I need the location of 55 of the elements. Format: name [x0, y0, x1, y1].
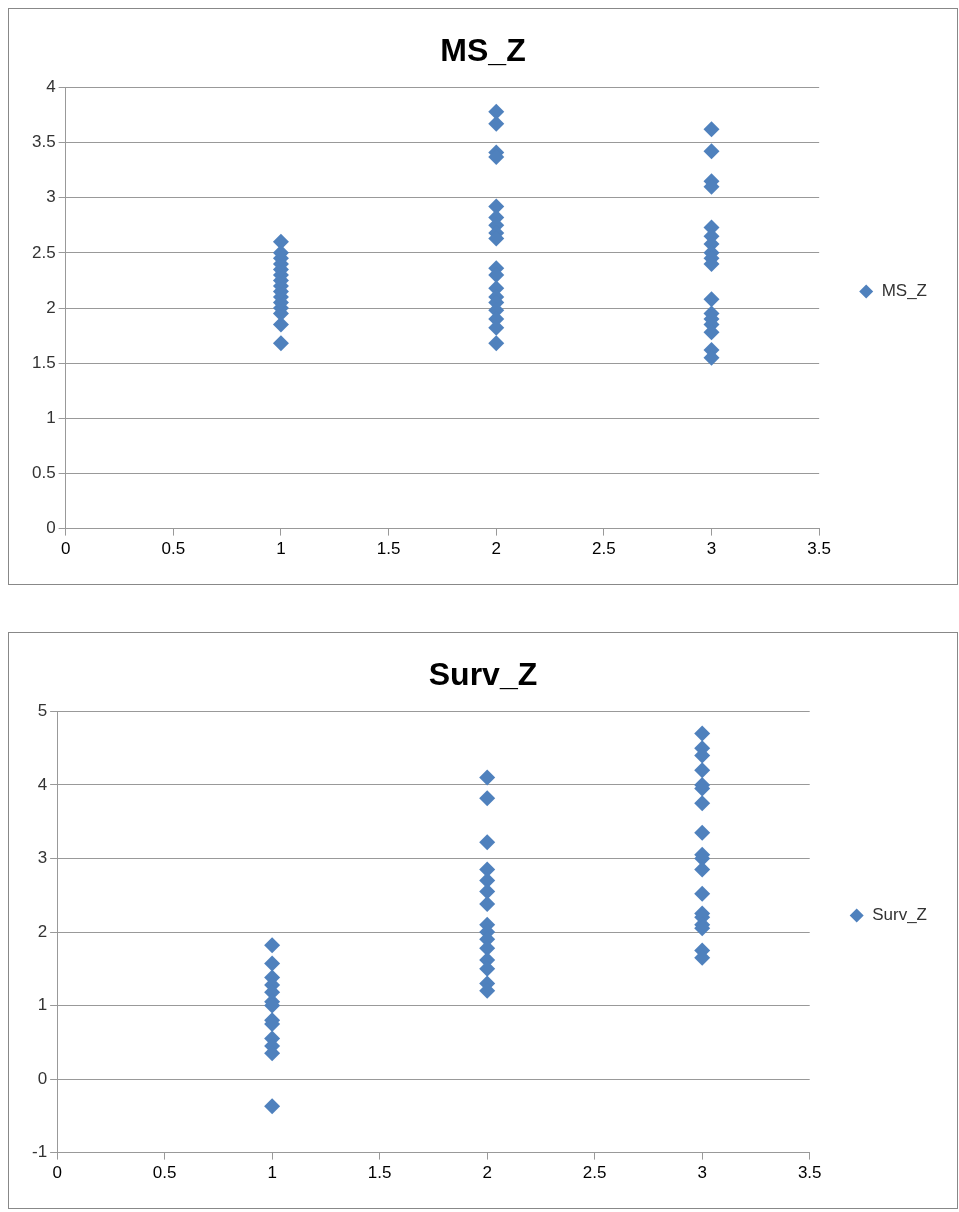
point	[272, 335, 289, 352]
y-tick-label: 2	[46, 297, 56, 317]
point	[264, 955, 281, 972]
point	[479, 769, 496, 786]
y-tick-label: -1	[31, 1142, 48, 1162]
y-tick-label: 2	[37, 921, 48, 941]
point	[703, 121, 720, 138]
x-tick-label: 3.5	[797, 1163, 822, 1183]
legend-label: MS_Z	[881, 281, 927, 301]
point	[703, 143, 720, 160]
point	[488, 335, 505, 352]
x-tick-label: 2.5	[592, 539, 616, 559]
x-tick-label: 0.5	[161, 539, 186, 559]
y-tick-label: 0	[37, 1068, 48, 1088]
point	[703, 291, 720, 308]
point	[694, 824, 711, 841]
x-tick-label: 1.5	[376, 539, 401, 559]
point	[264, 937, 281, 954]
y-tick-label: 0.5	[31, 463, 56, 483]
x-tick-label: 0	[60, 539, 71, 559]
x-tick-label: 2.5	[582, 1163, 607, 1183]
x-tick-label: 2	[491, 539, 501, 559]
x-tick-label: 1.5	[367, 1163, 392, 1183]
y-tick-label: 5	[37, 701, 48, 721]
x-tick-label: 2	[482, 1163, 492, 1183]
y-tick-label: 1	[37, 995, 48, 1015]
y-tick-label: 4	[37, 774, 48, 794]
point	[694, 795, 711, 812]
x-tick-label: 3	[706, 539, 717, 559]
point	[694, 762, 711, 779]
point	[488, 103, 505, 120]
y-tick-label: 4	[46, 77, 56, 97]
y-tick-label: 3.5	[31, 132, 56, 152]
y-tick-label: 3	[37, 848, 48, 868]
chart-title: MS_Z	[440, 32, 526, 69]
point	[694, 725, 711, 742]
x-tick-label: 0.5	[152, 1163, 177, 1183]
y-tick-label: 3	[46, 187, 56, 207]
y-tick-label: 0	[46, 518, 56, 538]
point	[479, 896, 496, 913]
x-tick-label: 3	[697, 1163, 707, 1183]
point	[488, 115, 505, 132]
x-tick-label: 1	[267, 1163, 277, 1183]
legend-label: Surv_Z	[872, 905, 927, 925]
point	[694, 885, 711, 902]
chart-title: Surv_Z	[428, 656, 538, 693]
y-tick-label: 1.5	[31, 352, 56, 372]
point	[264, 1098, 281, 1115]
y-tick-label: 2.5	[31, 242, 56, 262]
y-tick-label: 1	[46, 407, 56, 427]
point	[479, 834, 496, 851]
point	[272, 233, 289, 250]
point	[479, 790, 496, 807]
x-tick-label: 1	[276, 539, 286, 559]
x-tick-label: 3.5	[807, 539, 831, 559]
